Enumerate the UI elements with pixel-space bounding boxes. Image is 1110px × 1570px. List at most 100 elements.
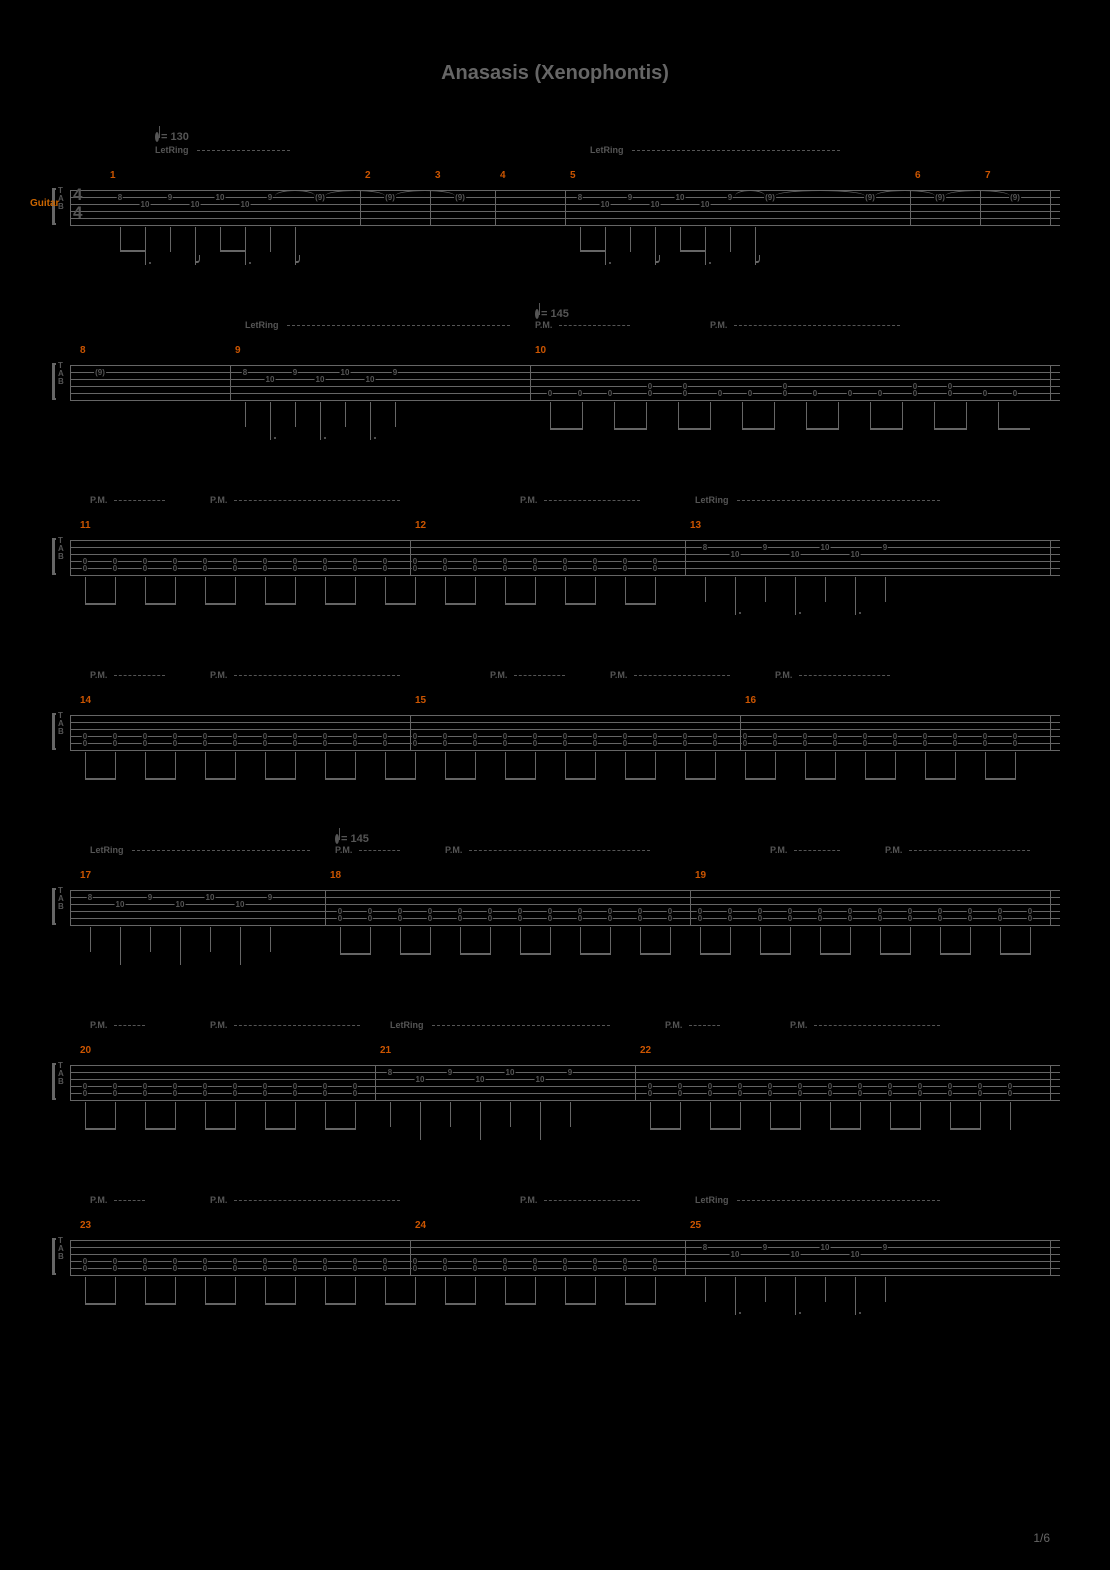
note-stem [625,577,626,605]
note-beam [742,428,774,430]
tab-fret: 0 [172,1264,178,1273]
note-stem [400,927,401,955]
tab-staff [70,1065,1060,1100]
note-stem [145,752,146,780]
note-beam [85,603,115,605]
note-stem [730,927,731,955]
tab-fret: 10 [700,200,711,209]
note-stem [860,1102,861,1130]
annotation-extent [114,1025,145,1026]
dot [799,612,801,614]
technique-annotation: P.M. [90,1020,107,1030]
annotation-extent [737,500,940,501]
note-stem [395,402,396,427]
technique-annotation: P.M. [210,1020,227,1030]
note-stem [595,577,596,605]
barline [635,1065,636,1100]
tab-fret: 0 [997,914,1003,923]
note-stem [475,577,476,605]
note-stem [505,752,506,780]
barline [1050,190,1051,225]
tab-fret: 9 [727,193,733,202]
tab-fret: 0 [947,389,953,398]
technique-annotation: P.M. [665,1020,682,1030]
note-beam [680,250,705,252]
note-stem [115,752,116,780]
dot [249,262,251,264]
tab-fret: (9) [934,193,946,202]
tab-fret: 10 [730,550,741,559]
flag [295,255,300,263]
tab-fret: 10 [675,193,686,202]
tie [735,190,765,196]
note-stem [885,1277,886,1302]
technique-annotation: P.M. [445,845,462,855]
note-stem [925,752,926,780]
note-stem [170,227,171,252]
note-beam [385,778,415,780]
tab-fret: 10 [265,375,276,384]
note-beam [205,603,235,605]
barline [565,190,566,225]
note-beam [625,1303,655,1305]
tab-fret: 0 [472,564,478,573]
note-beam [505,778,535,780]
annotation-extent [814,1025,940,1026]
note-beam [265,1303,295,1305]
note-stem [120,927,121,965]
tab-fret: 0 [232,1264,238,1273]
note-stem [565,1277,566,1305]
tab-clef: TAB [58,537,64,561]
annotation-extent [432,1025,610,1026]
tab-fret: 0 [232,1089,238,1098]
note-stem [605,227,606,265]
note-beam [325,1303,355,1305]
annotation-extent [559,325,630,326]
tab-fret: 0 [607,389,613,398]
technique-annotation: P.M. [790,1020,807,1030]
note-beam [550,428,582,430]
tab-fret: 0 [667,914,673,923]
note-beam [700,953,730,955]
tab-fret: 0 [622,1264,628,1273]
annotation-extent [234,1200,400,1201]
staff-line [70,890,1060,891]
note-beam [445,778,475,780]
tab-fret: 0 [172,739,178,748]
tab-fret: 0 [442,1264,448,1273]
note-stem [1030,927,1031,955]
tab-fret: (9) [454,193,466,202]
note-stem [385,752,386,780]
tab-fret: 0 [592,564,598,573]
note-stem [580,227,581,252]
barline [1050,715,1051,750]
note-stem [1010,1102,1011,1130]
measure-number: 5 [570,170,576,181]
tab-fret: (9) [1009,193,1021,202]
note-stem [710,402,711,430]
note-stem [655,577,656,605]
note-stem [625,752,626,780]
note-stem [220,227,221,252]
note-beam [565,778,595,780]
staff-line [70,729,1060,730]
technique-annotation: P.M. [520,1195,537,1205]
note-stem [175,577,176,605]
tab-fret: 0 [912,389,918,398]
tab-fret: 0 [82,564,88,573]
staff-line [70,554,1060,555]
tab-system: TAB141516P.M.P.M.P.M.P.M.P.M.00000000000… [70,675,1060,805]
note-stem [510,1102,511,1127]
note-beam [460,953,490,955]
note-stem [390,1102,391,1127]
note-beam [325,1128,355,1130]
measure-number: 2 [365,170,371,181]
note-stem [120,227,121,252]
barline [1050,1065,1051,1100]
note-stem [205,577,206,605]
tab-fret: 0 [747,389,753,398]
measure-number: 23 [80,1220,91,1231]
note-stem [830,1102,831,1130]
note-stem [614,402,615,430]
tab-fret: 0 [472,1264,478,1273]
